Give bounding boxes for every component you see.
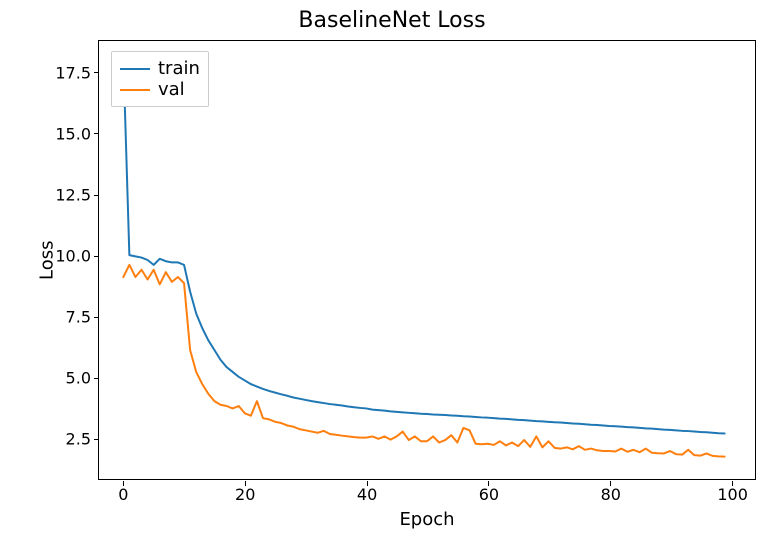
y-tick-label: 7.5 — [66, 308, 99, 327]
x-tick-label: 60 — [479, 479, 499, 504]
chart-axes: trainval Epoch Loss 0204060801002.55.07.… — [98, 40, 756, 480]
legend-swatch — [120, 89, 150, 91]
legend-swatch — [120, 68, 150, 70]
x-tick-label: 20 — [235, 479, 255, 504]
chart-x-axis-label: Epoch — [99, 509, 755, 530]
y-tick-label: 10.0 — [55, 247, 99, 266]
x-tick-label: 40 — [357, 479, 377, 504]
y-tick-label: 2.5 — [66, 430, 99, 449]
chart-figure: BaselineNet Loss trainval Epoch Loss 020… — [0, 0, 784, 556]
legend-label: val — [158, 79, 185, 100]
y-tick-label: 5.0 — [66, 369, 99, 388]
y-tick-label: 17.5 — [55, 63, 99, 82]
x-tick-label: 100 — [717, 479, 748, 504]
legend-label: train — [158, 58, 200, 79]
chart-title: BaselineNet Loss — [0, 8, 784, 33]
legend-entry: train — [120, 58, 200, 79]
chart-y-axis-label: Loss — [37, 41, 57, 479]
series-line-train — [123, 56, 724, 434]
y-tick-label: 12.5 — [55, 186, 99, 205]
legend-entry: val — [120, 79, 200, 100]
y-tick-label: 15.0 — [55, 124, 99, 143]
x-tick-label: 0 — [118, 479, 128, 504]
chart-legend: trainval — [111, 51, 209, 107]
x-tick-label: 80 — [601, 479, 621, 504]
